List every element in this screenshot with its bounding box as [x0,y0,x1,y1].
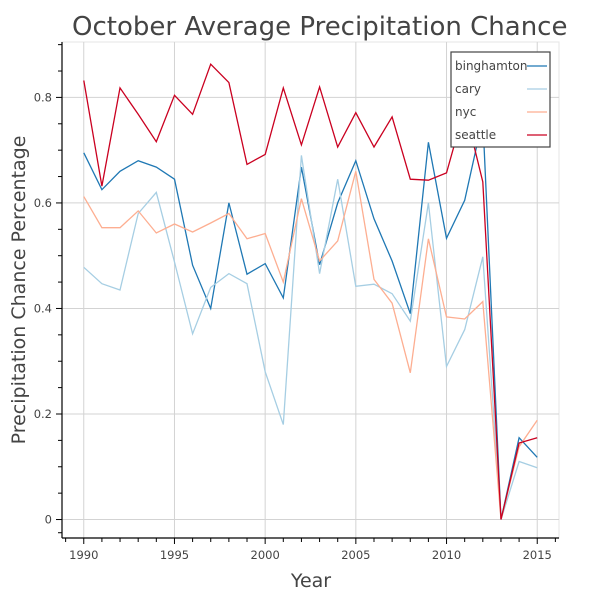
legend: binghamton cary nyc seattle [450,51,551,148]
chart-title: October Average Precipitation Chance [72,12,567,42]
legend-box [450,51,551,148]
series-line-nyc [83,171,538,520]
legend-label-nyc: nyc [455,105,476,119]
x-tick-label: 1995 [160,548,189,562]
x-axis: 1990 1995 2000 2005 2010 2015 [62,537,559,562]
series-line-cary [83,155,538,520]
y-tick-label: 0.8 [34,90,52,104]
y-tick-label: 0 [45,513,52,527]
legend-label-seattle: seattle [455,128,496,142]
legend-label-binghamton: binghamton [455,59,527,73]
x-tick-label: 1990 [69,548,98,562]
y-tick-label: 0.6 [34,196,52,210]
x-axis-label: Year [290,570,331,592]
x-tick-label: 2010 [432,548,461,562]
y-axis-label: Precipitation Chance Percentage [8,136,30,445]
x-tick-label: 2005 [341,548,370,562]
legend-label-cary: cary [455,82,481,96]
series-lines [83,63,538,520]
x-tick-label: 2000 [251,548,280,562]
y-tick-label: 0.2 [34,407,52,421]
y-axis: 0 0.2 0.4 0.6 0.8 [34,42,63,538]
grid [62,42,559,538]
x-tick-label: 2015 [523,548,552,562]
y-tick-label: 0.4 [34,301,52,315]
